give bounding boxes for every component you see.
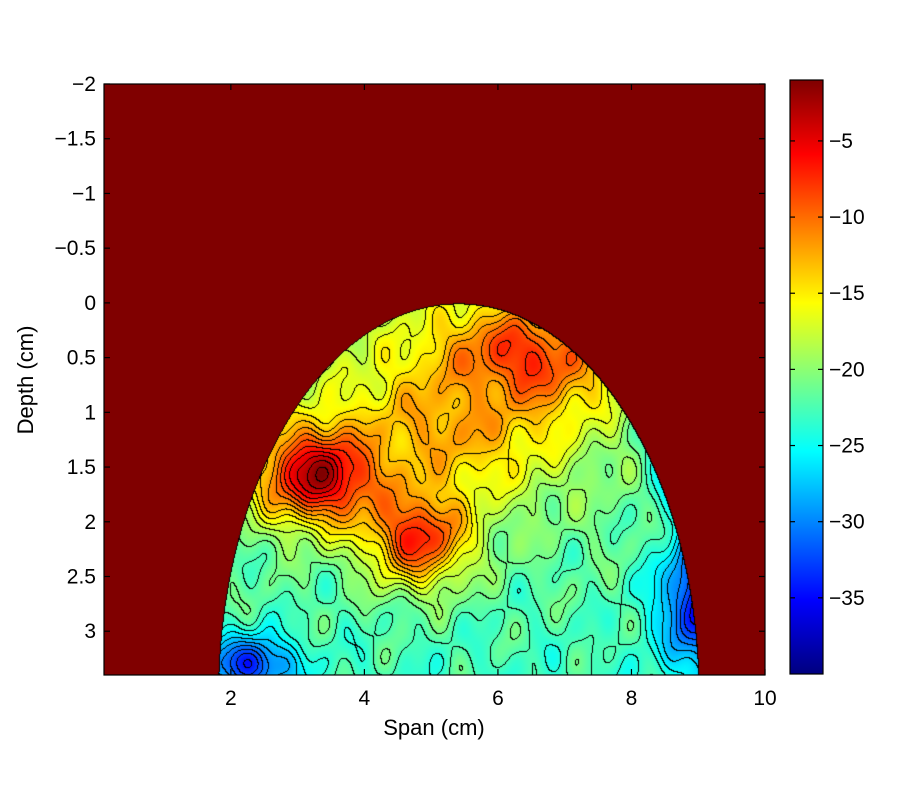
colorbar-tick-label: −25	[829, 435, 865, 458]
y-tick-label: −1.5	[55, 128, 96, 151]
y-tick-label: 1.5	[67, 456, 96, 479]
x-tick-label: 6	[492, 687, 504, 710]
colorbar-tick-label: −15	[829, 282, 865, 305]
x-tick-label: 2	[225, 687, 237, 710]
y-tick-label: 2	[84, 511, 96, 534]
y-tick-label: −1	[72, 182, 96, 205]
x-axis: 2 4 6 8 10	[225, 84, 777, 710]
colorbar-frame	[789, 79, 824, 675]
colorbar: −5 −10 −15 −20 −25 −30 −35	[789, 79, 865, 675]
y-tick-label: 0.5	[67, 347, 96, 370]
y-tick-label: 3	[84, 620, 96, 643]
colorbar-ticks: −5 −10 −15 −20 −25 −30 −35	[790, 130, 865, 610]
y-tick-label: −0.5	[55, 237, 96, 260]
colorbar-tick-label: −30	[829, 511, 865, 534]
colorbar-tick-label: −20	[829, 358, 865, 381]
y-tick-label: −2	[72, 73, 96, 96]
y-tick-label: 0	[84, 292, 96, 315]
x-axis-title: Span (cm)	[383, 715, 484, 740]
colorbar-gradient	[790, 80, 823, 674]
x-tick-label: 10	[753, 687, 776, 710]
x-tick-label: 8	[626, 687, 638, 710]
colorbar-tick-label: −10	[829, 206, 865, 229]
x-tick-label: 4	[359, 687, 371, 710]
y-axis: −2 −1.5 −1 −0.5 0 0.5 1 1.5 2 2.5 3	[55, 73, 765, 643]
y-tick-label: 2.5	[67, 566, 96, 589]
y-axis-title: Depth (cm)	[13, 326, 38, 435]
heatmap-plot-area	[103, 83, 766, 676]
plot-frame	[103, 83, 766, 676]
colorbar-tick-label: −35	[829, 587, 865, 610]
y-tick-label: 1	[84, 401, 96, 424]
colorbar-tick-label: −5	[829, 130, 853, 153]
heatmap-canvas	[104, 84, 765, 675]
